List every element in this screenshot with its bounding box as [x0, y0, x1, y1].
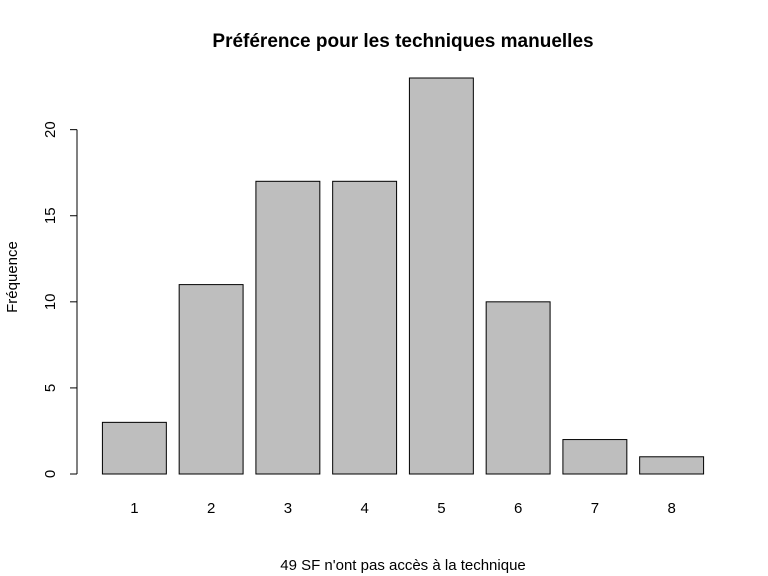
y-tick-label: 20: [42, 121, 59, 138]
y-axis-label: Fréquence: [4, 241, 21, 313]
x-tick-label: 4: [360, 500, 368, 517]
x-tick-label: 6: [514, 500, 522, 517]
y-tick-label: 0: [42, 470, 59, 478]
x-tick-label: 2: [207, 500, 215, 517]
bar-7: [562, 439, 628, 475]
y-axis: 0 5 10 15 20: [42, 121, 78, 478]
x-tick-label: 1: [130, 500, 138, 517]
x-tick-label: 3: [284, 500, 292, 517]
bar-1: [101, 421, 167, 475]
bar-3: [255, 180, 321, 475]
bar-2: [178, 284, 244, 475]
x-tick-label: 8: [667, 500, 675, 517]
bars-group: [101, 77, 705, 475]
bar-4: [332, 180, 398, 475]
bar-6: [485, 301, 551, 475]
x-tick-labels: 1 2 3 4 5 6 7 8: [130, 500, 676, 517]
y-tick-label: 15: [42, 207, 59, 224]
y-tick-label: 5: [42, 384, 59, 392]
x-axis-label: 49 SF n'ont pas accès à la technique: [280, 557, 526, 574]
y-tick-label: 10: [42, 293, 59, 310]
x-tick-label: 5: [437, 500, 445, 517]
bar-5: [408, 77, 474, 475]
chart-title: Préférence pour les techniques manuelles: [212, 31, 593, 52]
x-tick-label: 7: [591, 500, 599, 517]
bar-8: [639, 456, 705, 475]
